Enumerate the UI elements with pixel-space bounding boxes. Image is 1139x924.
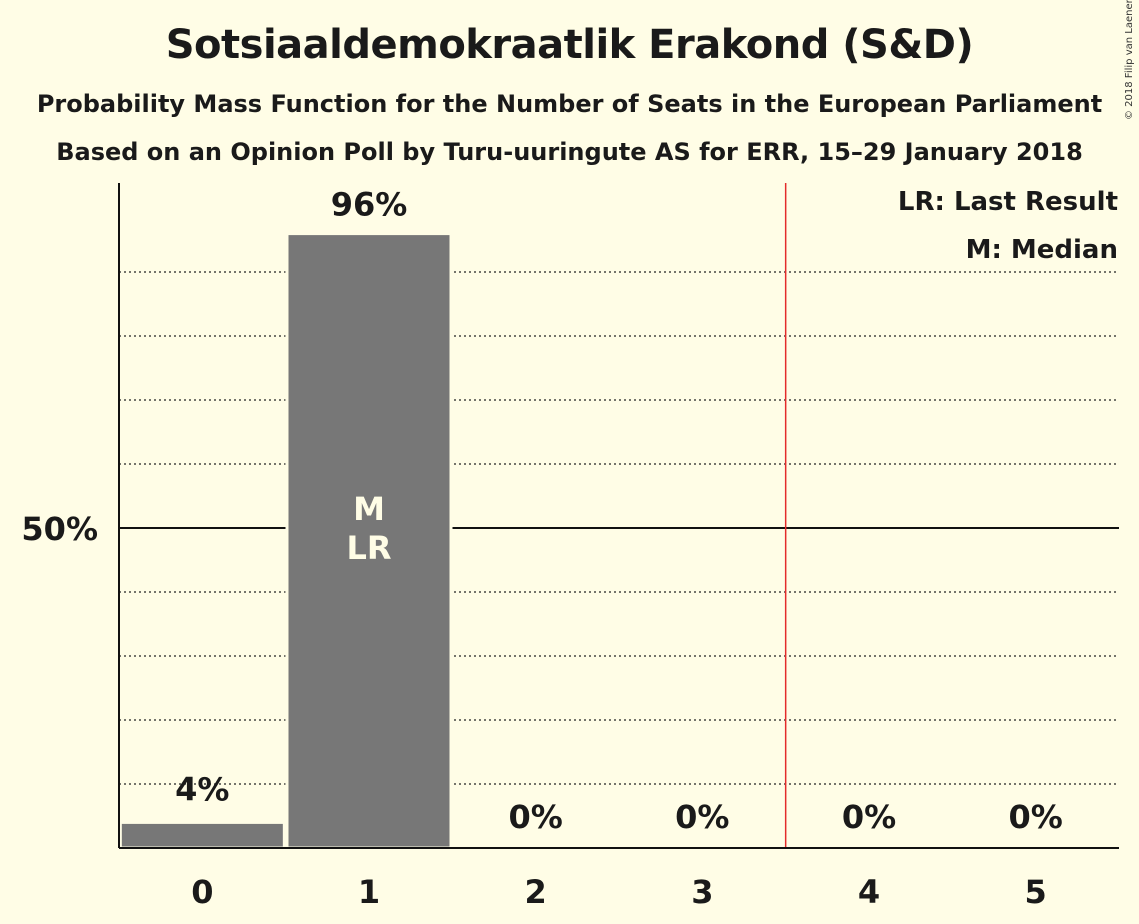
x-tick-label: 3 <box>691 873 713 911</box>
chart-source-line: Based on an Opinion Poll by Turu-uuringu… <box>56 138 1083 166</box>
data-label: 4% <box>175 770 229 808</box>
legend-entry: M: Median <box>966 235 1118 265</box>
y-tick-label: 50% <box>21 510 98 548</box>
bar-annotation: M <box>353 490 385 528</box>
data-label: 0% <box>509 798 563 836</box>
data-label: 0% <box>842 798 896 836</box>
data-label: 96% <box>331 186 408 224</box>
bar-annotation: LR <box>346 529 391 567</box>
data-label: 0% <box>675 798 729 836</box>
x-tick-label: 1 <box>358 873 380 911</box>
legend-entry: LR: Last Result <box>898 187 1118 217</box>
x-tick-label: 0 <box>191 873 213 911</box>
bar <box>285 232 453 850</box>
chart-subtitle: Probability Mass Function for the Number… <box>36 90 1103 118</box>
bar <box>118 820 286 850</box>
x-tick-label: 5 <box>1025 873 1047 911</box>
chart-title: Sotsiaaldemokraatlik Erakond (S&D) <box>165 22 974 68</box>
data-label: 0% <box>1009 798 1063 836</box>
x-tick-label: 4 <box>858 873 880 911</box>
x-tick-label: 2 <box>525 873 547 911</box>
